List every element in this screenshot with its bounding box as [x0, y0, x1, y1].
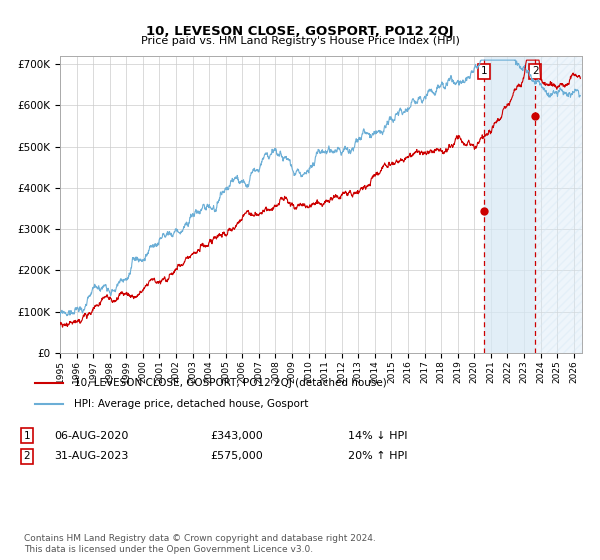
Bar	[484, 56, 535, 353]
Text: 10, LEVESON CLOSE, GOSPORT, PO12 2QJ (detached house): 10, LEVESON CLOSE, GOSPORT, PO12 2QJ (de…	[74, 378, 386, 388]
Text: 2: 2	[23, 451, 31, 461]
Text: 14% ↓ HPI: 14% ↓ HPI	[348, 431, 407, 441]
Text: £343,000: £343,000	[210, 431, 263, 441]
Bar	[535, 56, 582, 353]
Text: 10, LEVESON CLOSE, GOSPORT, PO12 2QJ: 10, LEVESON CLOSE, GOSPORT, PO12 2QJ	[146, 25, 454, 38]
Text: 31-AUG-2023: 31-AUG-2023	[54, 451, 128, 461]
Text: 2: 2	[532, 67, 538, 76]
Text: 1: 1	[23, 431, 31, 441]
Text: Price paid vs. HM Land Registry's House Price Index (HPI): Price paid vs. HM Land Registry's House …	[140, 36, 460, 46]
Text: HPI: Average price, detached house, Gosport: HPI: Average price, detached house, Gosp…	[74, 399, 308, 409]
Text: Contains HM Land Registry data © Crown copyright and database right 2024.
This d: Contains HM Land Registry data © Crown c…	[24, 534, 376, 554]
Text: £575,000: £575,000	[210, 451, 263, 461]
Text: 06-AUG-2020: 06-AUG-2020	[54, 431, 128, 441]
Text: 1: 1	[481, 67, 487, 76]
Text: 20% ↑ HPI: 20% ↑ HPI	[348, 451, 407, 461]
